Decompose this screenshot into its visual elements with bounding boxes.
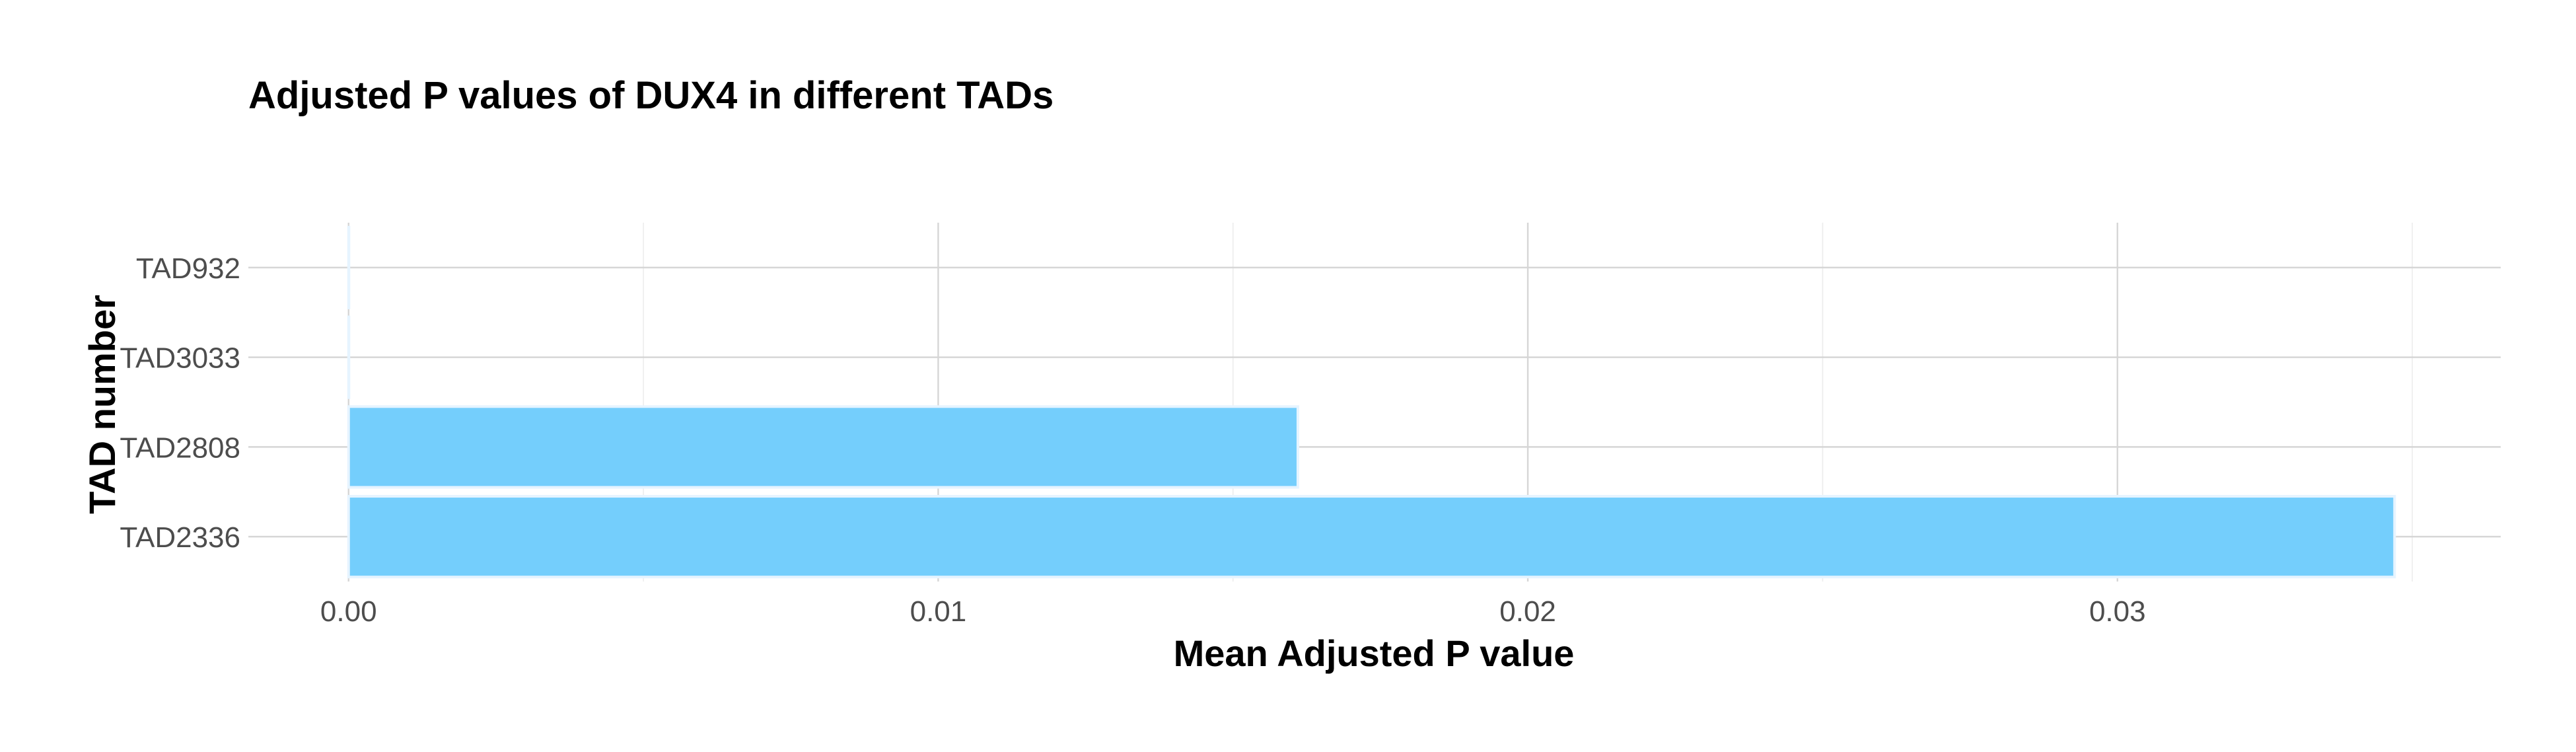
y-tick-label: TAD2336 bbox=[120, 521, 240, 554]
x-tick-label: 0.00 bbox=[320, 595, 377, 628]
y-tick-label: TAD2808 bbox=[120, 432, 240, 464]
x-tick-label: 0.03 bbox=[2089, 595, 2146, 628]
y-tick-label: TAD3033 bbox=[120, 342, 240, 375]
y-axis-title: TAD number bbox=[81, 295, 123, 514]
bar-tad2808 bbox=[347, 405, 1299, 489]
x-tick-label: 0.02 bbox=[1499, 595, 1556, 628]
y-tick-labels: TAD2336 TAD2808 TAD3033 TAD932 bbox=[120, 252, 240, 554]
y-tick-label: TAD932 bbox=[136, 252, 240, 285]
bars bbox=[347, 225, 2396, 579]
x-tick-labels: 0.00 0.01 0.02 0.03 bbox=[320, 595, 2146, 628]
chart-title: Adjusted P values of DUX4 in different T… bbox=[248, 74, 1054, 117]
bar-tad2336 bbox=[347, 495, 2396, 579]
x-tick-label: 0.01 bbox=[910, 595, 967, 628]
x-axis-title: Mean Adjusted P value bbox=[1174, 632, 1575, 674]
